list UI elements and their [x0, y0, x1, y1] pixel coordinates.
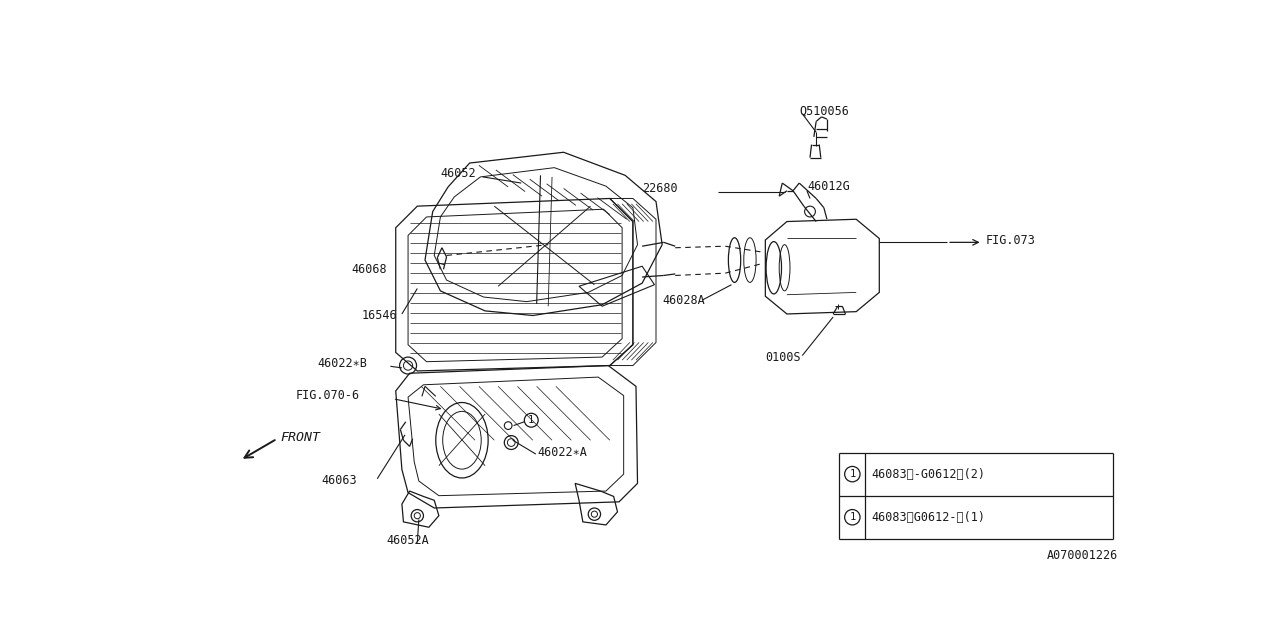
Text: 46083（-G0612）(2): 46083（-G0612）(2) [872, 468, 986, 481]
Text: 46083（G0612-）(1): 46083（G0612-）(1) [872, 511, 986, 524]
Text: 46052A: 46052A [387, 534, 429, 547]
Text: FRONT: FRONT [280, 431, 320, 444]
Text: 1: 1 [849, 512, 855, 522]
Text: 46012G: 46012G [806, 180, 850, 193]
Text: 46063: 46063 [321, 474, 357, 487]
Text: 46022∗A: 46022∗A [538, 446, 588, 459]
Text: 0100S: 0100S [765, 351, 801, 364]
Text: 46028A: 46028A [662, 294, 705, 307]
Text: 46068: 46068 [351, 263, 387, 276]
Text: 46022∗B: 46022∗B [317, 356, 367, 370]
Text: 1: 1 [529, 415, 534, 425]
Text: Q510056: Q510056 [799, 104, 849, 117]
Text: 1: 1 [849, 469, 855, 479]
Text: 22680: 22680 [643, 182, 678, 195]
Text: FIG.073: FIG.073 [986, 234, 1036, 246]
Text: 46052: 46052 [440, 167, 476, 180]
Text: 16546: 16546 [362, 309, 398, 322]
Text: FIG.070-6: FIG.070-6 [296, 389, 360, 402]
Text: A070001226: A070001226 [1047, 549, 1119, 563]
